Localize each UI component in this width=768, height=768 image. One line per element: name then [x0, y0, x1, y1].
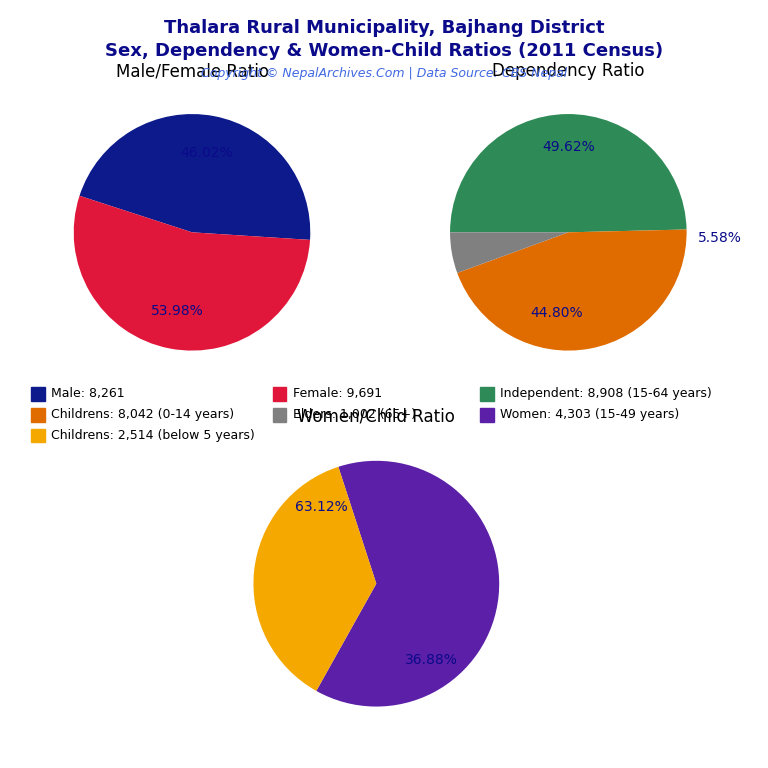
- Wedge shape: [457, 230, 687, 350]
- Text: Independent: 8,908 (15-64 years): Independent: 8,908 (15-64 years): [500, 388, 712, 400]
- Text: Elders: 1,002 (65+): Elders: 1,002 (65+): [293, 409, 415, 421]
- Text: Female: 9,691: Female: 9,691: [293, 388, 382, 400]
- Text: Copyright © NepalArchives.Com | Data Source: CBS Nepal: Copyright © NepalArchives.Com | Data Sou…: [201, 67, 567, 80]
- Text: 5.58%: 5.58%: [698, 231, 743, 245]
- Text: 53.98%: 53.98%: [151, 304, 204, 318]
- Text: Male: 8,261: Male: 8,261: [51, 388, 124, 400]
- Text: Thalara Rural Municipality, Bajhang District: Thalara Rural Municipality, Bajhang Dist…: [164, 19, 604, 37]
- Text: Childrens: 8,042 (0-14 years): Childrens: 8,042 (0-14 years): [51, 409, 233, 421]
- Title: Male/Female Ratio: Male/Female Ratio: [115, 62, 269, 80]
- Wedge shape: [253, 467, 376, 691]
- Wedge shape: [80, 114, 310, 240]
- Wedge shape: [74, 196, 310, 350]
- Title: Women/Child Ratio: Women/Child Ratio: [297, 408, 455, 425]
- Wedge shape: [316, 461, 499, 707]
- Wedge shape: [450, 232, 568, 273]
- Text: 46.02%: 46.02%: [180, 147, 233, 161]
- Text: 44.80%: 44.80%: [530, 306, 583, 319]
- Text: Childrens: 2,514 (below 5 years): Childrens: 2,514 (below 5 years): [51, 429, 254, 442]
- Text: 36.88%: 36.88%: [406, 653, 458, 667]
- Text: Women: 4,303 (15-49 years): Women: 4,303 (15-49 years): [500, 409, 679, 421]
- Text: 49.62%: 49.62%: [542, 141, 594, 154]
- Title: Dependency Ratio: Dependency Ratio: [492, 62, 644, 80]
- Text: 63.12%: 63.12%: [295, 501, 347, 515]
- Text: Sex, Dependency & Women-Child Ratios (2011 Census): Sex, Dependency & Women-Child Ratios (20…: [105, 42, 663, 60]
- Wedge shape: [450, 114, 687, 233]
